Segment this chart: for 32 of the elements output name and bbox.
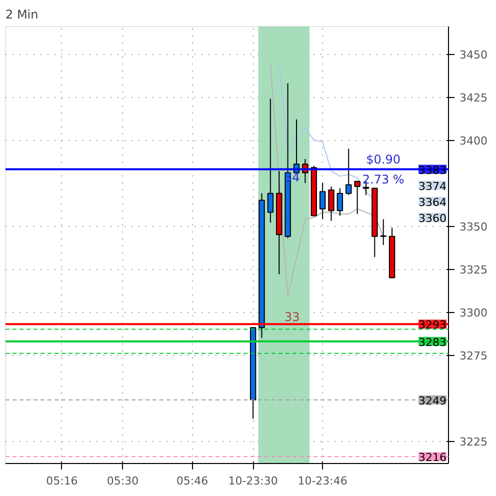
ref-line-label: 3216: [418, 451, 447, 464]
ref-line-label: 3293: [418, 318, 447, 332]
y-tick-label: 3400: [460, 134, 488, 148]
annotation: 33: [284, 310, 300, 324]
ref-line-label: 3249: [418, 394, 447, 408]
y-tick-label: 3300: [460, 306, 488, 320]
annotation: 2.73 %: [362, 172, 404, 186]
annotation: $0.90: [366, 152, 401, 166]
candlestick: [346, 148, 352, 196]
y-tick-label: 3425: [460, 92, 488, 105]
chart-title: 2 Min: [6, 8, 38, 22]
y-tick-label: 3275: [460, 350, 488, 363]
x-tick-label: 05:46: [176, 474, 208, 488]
candlestick: [380, 218, 386, 246]
candlestick: [267, 98, 274, 224]
text: 3374: [418, 180, 447, 193]
y-tick-label: 3450: [460, 48, 488, 62]
y-tick-label: 3350: [460, 220, 488, 234]
ref-line-label: 3283: [418, 336, 447, 349]
candlestick: [336, 188, 344, 216]
y-tick-label: 3225: [460, 436, 488, 449]
text: 3364: [418, 196, 447, 209]
y-tick-label: 3325: [460, 264, 488, 277]
candlestick: [328, 186, 334, 222]
ref-line-label: 3383: [418, 164, 447, 177]
candlestick: [354, 180, 360, 215]
text: 3360: [418, 212, 447, 225]
candlestick: [319, 182, 326, 220]
x-tick-label: 05:16: [46, 474, 78, 488]
x-tick-label: 10-23:30: [228, 474, 278, 488]
x-tick-label: 10-23:46: [298, 474, 348, 488]
x-tick-label: 05:30: [106, 474, 139, 488]
